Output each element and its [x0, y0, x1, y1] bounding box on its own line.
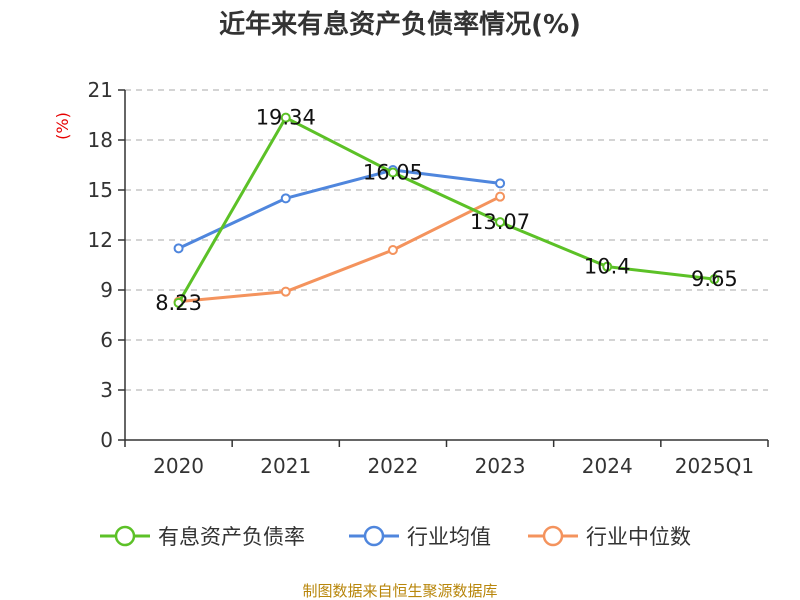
legend-item: 有息资产负债率 [100, 525, 305, 549]
y-axis-unit-label: (%) [53, 112, 72, 140]
legend-label: 行业中位数 [586, 525, 691, 549]
data-point [495, 178, 506, 189]
data-labels: 8.23 19.34 16.05 13.07 10.4 9.65 [155, 106, 738, 315]
data-point [495, 217, 506, 228]
legend-swatch-marker [363, 525, 385, 547]
legend: 有息资产负债率 行业均值 行业中位数 [100, 525, 691, 549]
data-label: 13.07 [470, 210, 530, 234]
data-point [280, 286, 291, 297]
x-tick-label: 2023 [475, 454, 526, 478]
data-point [387, 167, 398, 178]
y-tick-label: 6 [100, 328, 113, 352]
y-tick-label: 3 [100, 378, 113, 402]
data-point [602, 261, 613, 272]
data-label: 19.34 [256, 106, 316, 130]
x-tick-label: 2024 [582, 454, 633, 478]
chart-title: 近年来有息资产负债率情况(%) [219, 9, 581, 40]
data-point [173, 297, 184, 308]
data-label: 10.4 [584, 255, 631, 279]
series-line [177, 168, 501, 250]
legend-swatch-marker [114, 525, 136, 547]
legend-label: 有息资产负债率 [158, 525, 305, 549]
x-tick-label: 2022 [367, 454, 418, 478]
data-point [280, 193, 291, 204]
y-tick-label: 15 [88, 178, 113, 202]
series [173, 112, 720, 308]
data-point [709, 274, 720, 285]
x-tick-label: 2020 [153, 454, 204, 478]
x-tick-label: 2021 [260, 454, 311, 478]
legend-swatch-marker [542, 525, 564, 547]
series-line [177, 116, 715, 304]
data-point [173, 243, 184, 254]
legend-label: 行业均值 [407, 525, 491, 549]
y-tick-label: 21 [88, 78, 113, 102]
data-point [495, 191, 506, 202]
legend-item: 行业中位数 [528, 525, 691, 549]
y-tick-label: 12 [88, 228, 113, 252]
source-note: 制图数据来自恒生聚源数据库 [302, 582, 497, 600]
data-point [387, 245, 398, 255]
data-point [280, 112, 291, 123]
axes: 0 3 6 9 12 15 18 21 2020 2021 2022 2023 2024 2025Q1 [88, 78, 769, 478]
x-tick-label: 2025Q1 [675, 454, 754, 478]
data-label: 9.65 [691, 267, 738, 291]
data-label: 8.23 [155, 291, 202, 315]
y-tick-label: 9 [100, 278, 113, 302]
legend-item: 行业均值 [349, 525, 491, 549]
series-line [178, 195, 501, 304]
y-tick-label: 0 [100, 428, 113, 452]
data-label: 16.05 [363, 161, 423, 185]
y-tick-label: 18 [88, 128, 113, 152]
grid [125, 89, 768, 391]
